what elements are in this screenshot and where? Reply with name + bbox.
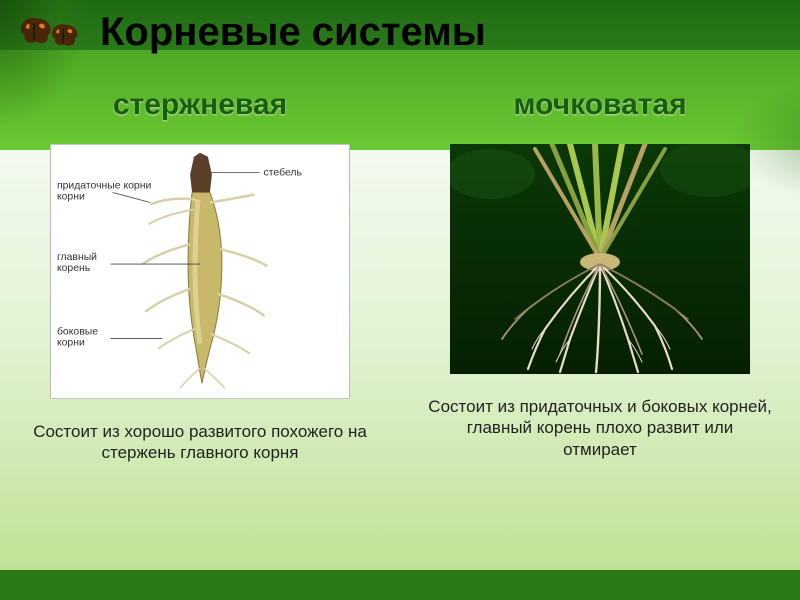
- col-fibrous: мочковатая: [400, 88, 800, 570]
- label-lateral-2: корни: [57, 338, 85, 349]
- taproot-caption: Состоит из хорошо развитого похожего на …: [22, 421, 378, 464]
- fibrous-caption: Состоит из придаточных и боковых корней,…: [422, 396, 778, 460]
- fibrous-heading: мочковатая: [513, 88, 686, 122]
- content-area: Корневые системы стержневая: [0, 0, 800, 600]
- fibrous-diagram: [450, 144, 750, 374]
- taproot-heading: стержневая: [113, 88, 287, 122]
- label-main-root-1: главный: [57, 252, 97, 263]
- label-adventitious: придаточные корни: [57, 181, 152, 192]
- label-main-root-2: корень: [57, 263, 90, 274]
- col-taproot: стержневая: [0, 88, 400, 570]
- columns: стержневая: [0, 88, 800, 570]
- label-lateral-1: боковые: [57, 326, 98, 338]
- label-stem: стебель: [264, 167, 302, 179]
- taproot-diagram: придаточные корни корни стебель главный …: [50, 144, 350, 399]
- page-title: Корневые системы: [100, 10, 486, 55]
- svg-text:корни: корни: [57, 191, 85, 202]
